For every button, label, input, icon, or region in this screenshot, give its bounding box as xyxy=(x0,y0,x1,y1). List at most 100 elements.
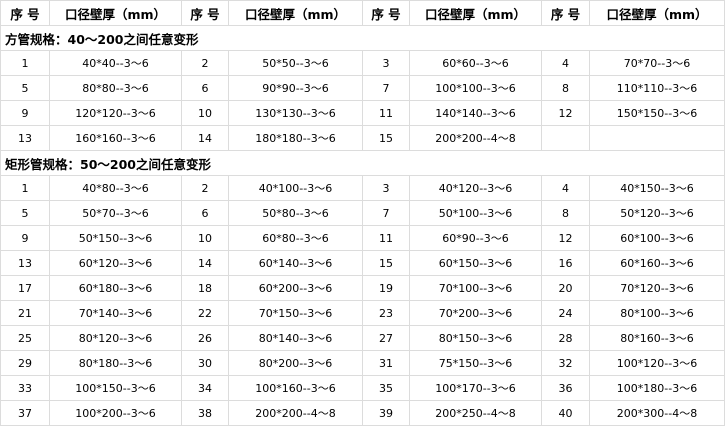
item-spec: 80*200--3～6 xyxy=(228,350,363,376)
item-number: 14 xyxy=(181,125,229,151)
item-spec: 140*140--3～6 xyxy=(409,100,542,126)
table-row: 13 60*120--3～6 14 60*140--3～6 15 60*150--3～6 1… xyxy=(0,250,725,276)
item-number: 24 xyxy=(541,300,590,326)
item-spec: 200*250--4～8 xyxy=(409,400,542,426)
item-number: 37 xyxy=(0,400,50,426)
item-spec: 200*300--4～8 xyxy=(589,400,725,426)
item-spec: 110*110--3～6 xyxy=(589,75,725,101)
item-spec: 60*120--3～6 xyxy=(49,250,182,276)
item-number: 30 xyxy=(181,350,229,376)
table-row: 25 80*120--3～6 26 80*140--3～6 27 80*150--3～6 2… xyxy=(0,325,725,351)
item-number: 33 xyxy=(0,375,50,401)
item-number: 22 xyxy=(181,300,229,326)
item-number: 1 xyxy=(0,50,50,76)
item-spec: 70*200--3～6 xyxy=(409,300,542,326)
item-spec: 100*200--3～6 xyxy=(49,400,182,426)
item-spec: 100*170--3～6 xyxy=(409,375,542,401)
item-spec: 70*120--3～6 xyxy=(589,275,725,301)
item-spec: 80*80--3～6 xyxy=(49,75,182,101)
table-row: 29 80*180--3～6 30 80*200--3～6 31 75*150--3～6 3… xyxy=(0,350,725,376)
item-number: 6 xyxy=(181,75,229,101)
item-number: 32 xyxy=(541,350,590,376)
item-spec: 100*120--3～6 xyxy=(589,350,725,376)
item-spec: 150*150--3～6 xyxy=(589,100,725,126)
item-spec: 60*80--3～6 xyxy=(228,225,363,251)
item-spec: 200*200--4～8 xyxy=(228,400,363,426)
item-spec: 90*90--3～6 xyxy=(228,75,363,101)
item-spec: 70*140--3～6 xyxy=(49,300,182,326)
header-no: 序 号 xyxy=(541,0,590,26)
table-row: 37 100*200--3～6 38 200*200--4～8 39 200*250--4… xyxy=(0,400,725,426)
header-spec: 口径壁厚（mm） xyxy=(49,0,182,26)
item-number xyxy=(541,125,590,151)
item-number: 9 xyxy=(0,100,50,126)
item-spec: 60*200--3～6 xyxy=(228,275,363,301)
item-spec: 60*90--3～6 xyxy=(409,225,542,251)
item-number: 5 xyxy=(0,200,50,226)
table-row: 1 40*40--3～6 2 50*50--3～6 3 60*60--3～6 4 70*70-… xyxy=(0,50,725,76)
item-spec: 40*80--3～6 xyxy=(49,175,182,201)
section-title: 方管规格：40～200之间任意变形 xyxy=(0,25,725,51)
table-row: 9 120*120--3～6 10 130*130--3～6 11 140*140--3～… xyxy=(0,100,725,126)
item-spec: 100*100--3～6 xyxy=(409,75,542,101)
header-no: 序 号 xyxy=(362,0,410,26)
item-number: 11 xyxy=(362,100,410,126)
item-spec: 80*180--3～6 xyxy=(49,350,182,376)
item-spec: 80*140--3～6 xyxy=(228,325,363,351)
item-number: 34 xyxy=(181,375,229,401)
item-spec: 180*180--3～6 xyxy=(228,125,363,151)
item-spec: 75*150--3～6 xyxy=(409,350,542,376)
table-row: 5 80*80--3～6 6 90*90--3～6 7 100*100--3～6 8 110*… xyxy=(0,75,725,101)
table-row: 9 50*150--3～6 10 60*80--3～6 11 60*90--3～6 12 60… xyxy=(0,225,725,251)
header-no: 序 号 xyxy=(0,0,50,26)
item-number: 5 xyxy=(0,75,50,101)
item-spec: 80*150--3～6 xyxy=(409,325,542,351)
item-spec: 60*60--3～6 xyxy=(409,50,542,76)
item-number: 15 xyxy=(362,250,410,276)
item-number: 4 xyxy=(541,50,590,76)
section-title: 矩形管规格：50～200之间任意变形 xyxy=(0,150,725,176)
item-number: 26 xyxy=(181,325,229,351)
item-spec: 50*70--3～6 xyxy=(49,200,182,226)
item-number: 38 xyxy=(181,400,229,426)
item-spec: 80*100--3～6 xyxy=(589,300,725,326)
item-number: 2 xyxy=(181,175,229,201)
item-number: 23 xyxy=(362,300,410,326)
item-number: 18 xyxy=(181,275,229,301)
item-spec: 50*120--3～6 xyxy=(589,200,725,226)
section-title-row: 方管规格：40～200之间任意变形 xyxy=(0,25,725,51)
item-number: 25 xyxy=(0,325,50,351)
item-spec: 60*150--3～6 xyxy=(409,250,542,276)
item-number: 12 xyxy=(541,225,590,251)
table-row: 13 160*160--3～6 14 180*180--3～6 15 200*200--4… xyxy=(0,125,725,151)
item-number: 1 xyxy=(0,175,50,201)
item-spec: 40*120--3～6 xyxy=(409,175,542,201)
item-number: 10 xyxy=(181,225,229,251)
item-number: 16 xyxy=(541,250,590,276)
item-number: 15 xyxy=(362,125,410,151)
table-row: 17 60*180--3～6 18 60*200--3～6 19 70*100--3～6 2… xyxy=(0,275,725,301)
item-spec: 50*100--3～6 xyxy=(409,200,542,226)
header-spec: 口径壁厚（mm） xyxy=(589,0,725,26)
item-number: 13 xyxy=(0,250,50,276)
item-spec: 80*160--3～6 xyxy=(589,325,725,351)
item-spec: 100*180--3～6 xyxy=(589,375,725,401)
item-spec: 80*120--3～6 xyxy=(49,325,182,351)
table-row: 21 70*140--3～6 22 70*150--3～6 23 70*200--3～6 2… xyxy=(0,300,725,326)
item-number: 3 xyxy=(362,50,410,76)
header-spec: 口径壁厚（mm） xyxy=(228,0,363,26)
item-spec: 100*150--3～6 xyxy=(49,375,182,401)
item-spec: 100*160--3～6 xyxy=(228,375,363,401)
item-number: 9 xyxy=(0,225,50,251)
table-row: 1 40*80--3～6 2 40*100--3～6 3 40*120--3～6 4 40*1… xyxy=(0,175,725,201)
item-number: 11 xyxy=(362,225,410,251)
item-spec: 50*80--3～6 xyxy=(228,200,363,226)
header-spec: 口径壁厚（mm） xyxy=(409,0,542,26)
item-number: 40 xyxy=(541,400,590,426)
item-spec: 60*180--3～6 xyxy=(49,275,182,301)
section-title-row: 矩形管规格：50～200之间任意变形 xyxy=(0,150,725,176)
item-spec: 40*150--3～6 xyxy=(589,175,725,201)
item-number: 36 xyxy=(541,375,590,401)
item-number: 31 xyxy=(362,350,410,376)
